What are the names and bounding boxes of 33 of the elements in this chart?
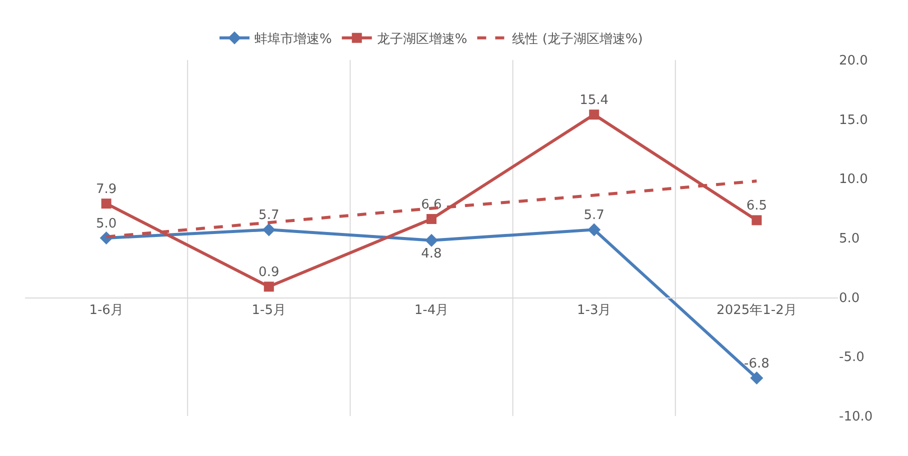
y-tick-label: 0.0 bbox=[839, 290, 860, 306]
x-tick-label: 1-4月 bbox=[414, 302, 449, 318]
point bbox=[750, 372, 764, 385]
x-tick-label: 1-6月 bbox=[89, 302, 124, 318]
y-tick-label: -5.0 bbox=[839, 350, 864, 366]
data-label: 5.7 bbox=[584, 208, 604, 224]
data-label: -6.8 bbox=[744, 356, 770, 372]
y-tick-label: 10.0 bbox=[839, 172, 868, 188]
data-label: 5.7 bbox=[258, 208, 280, 224]
y-tick-label: -10.0 bbox=[839, 410, 873, 425]
point bbox=[425, 234, 438, 247]
point bbox=[589, 110, 600, 120]
data-label: 7.9 bbox=[96, 182, 117, 198]
data-label: 6.5 bbox=[746, 198, 768, 214]
y-tick-label: 20.0 bbox=[839, 54, 868, 69]
y-tick-label: 15.0 bbox=[839, 112, 868, 128]
point bbox=[426, 214, 436, 224]
legend-label: 蚌埠市增速% bbox=[254, 32, 332, 47]
data-label: 0.9 bbox=[258, 265, 280, 280]
data-label: 4.8 bbox=[421, 246, 442, 262]
point bbox=[101, 198, 112, 209]
legend-label: 龙子湖区增速% bbox=[376, 32, 468, 47]
x-tick-label: 1-5月 bbox=[252, 302, 286, 318]
data-label: 5.0 bbox=[96, 216, 117, 232]
point bbox=[588, 223, 601, 236]
data-label: 15.4 bbox=[580, 93, 609, 108]
point bbox=[752, 215, 762, 226]
legend-label: 线性 (龙子湖区增速%) bbox=[512, 32, 643, 47]
point bbox=[264, 282, 274, 292]
point bbox=[262, 223, 276, 236]
y-tick-label: 5.0 bbox=[839, 232, 860, 247]
x-tick-label: 1-3月 bbox=[576, 302, 612, 318]
x-tick-label: 2025年1-2月 bbox=[716, 302, 797, 318]
